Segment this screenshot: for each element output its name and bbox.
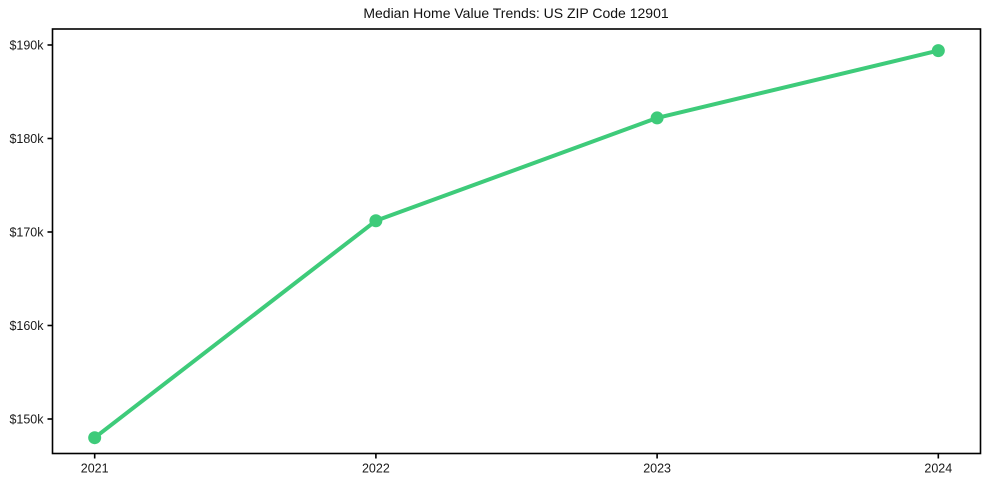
y-axis-tick-label: $170k (9, 225, 44, 239)
y-axis-tick-label: $180k (9, 132, 44, 146)
plot-area (51, 28, 982, 455)
y-axis-tick-label: $160k (9, 319, 44, 333)
data-point-2024 (931, 44, 945, 58)
data-point-2022 (369, 214, 383, 228)
x-axis-tick-label: 2024 (924, 462, 952, 476)
y-axis-tick-label: $150k (9, 412, 44, 426)
y-axis-tick-label: $190k (9, 38, 44, 52)
x-axis-tick-label: 2023 (643, 462, 671, 476)
chart-title: Median Home Value Trends: US ZIP Code 12… (363, 5, 669, 21)
x-axis-tick-label: 2021 (81, 462, 109, 476)
data-point-2023 (650, 111, 664, 125)
x-axis-tick-label: 2022 (362, 462, 390, 476)
trend-line (92, 48, 941, 440)
data-point-2021 (88, 431, 102, 445)
